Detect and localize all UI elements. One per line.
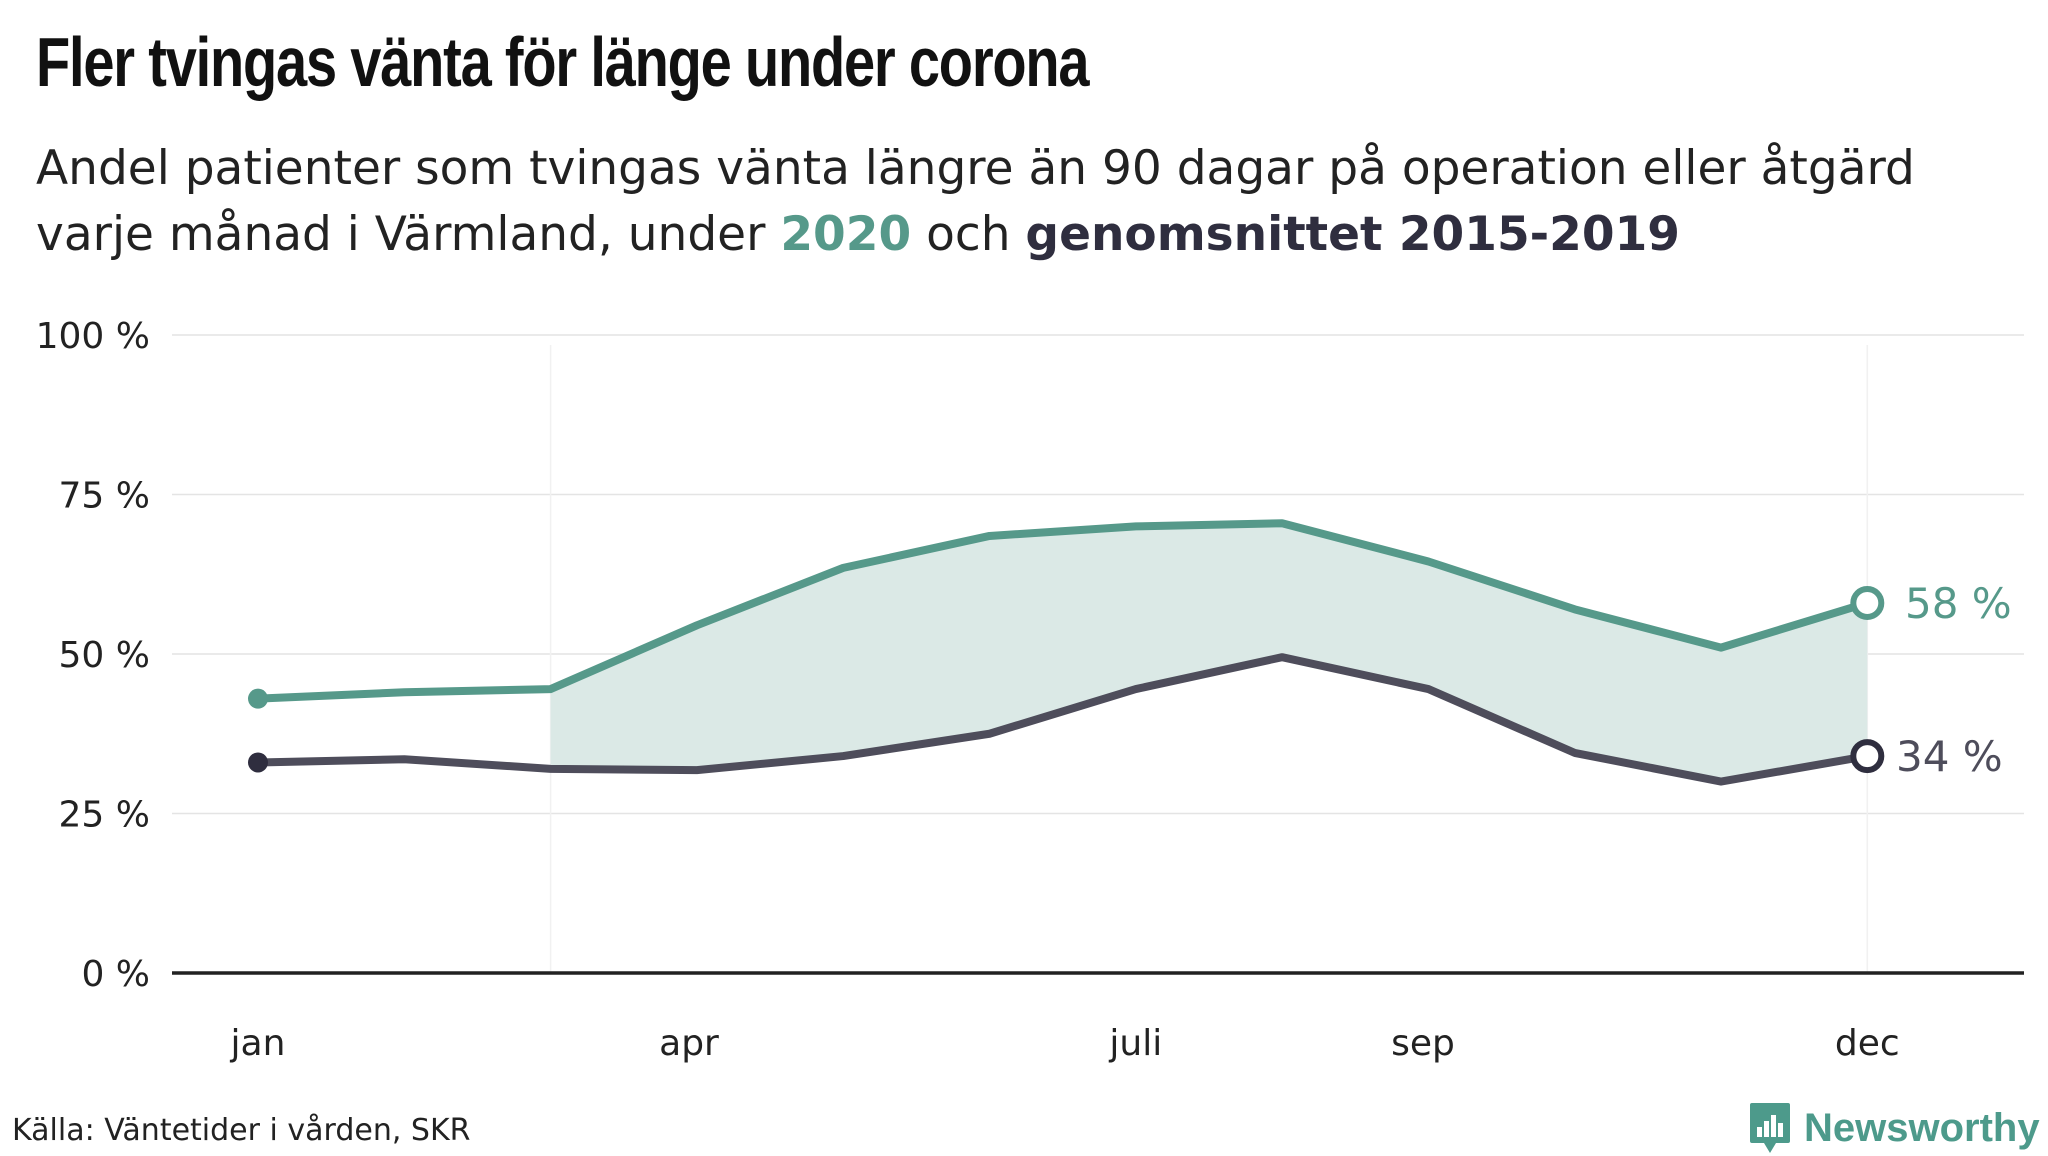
chart-title: Fler tvingas vänta för länge under coron… — [36, 23, 1090, 101]
x-tick-label: jan — [230, 1023, 286, 1064]
series-2020-start-point — [248, 688, 268, 709]
y-tick-label: 100 % — [36, 316, 150, 357]
newsworthy-logo-icon — [1750, 1103, 1790, 1153]
y-tick-label: 50 % — [59, 635, 150, 676]
subtitle-connector: och — [911, 207, 1026, 262]
chart-subtitle: Andel patienter som tvingas vänta längre… — [36, 136, 2026, 268]
source-note: Källa: Väntetider i vården, SKR — [12, 1113, 471, 1148]
series-average-end-point — [1850, 739, 1885, 774]
subtitle-2020-highlight: 2020 — [780, 207, 912, 262]
brand-logo: Newsworthy — [1748, 1100, 2040, 1156]
series-average-end-label: 34 % — [1896, 732, 2003, 781]
y-tick-label: 75 % — [59, 476, 150, 517]
x-tick-label: dec — [1835, 1023, 1900, 1064]
subtitle-text: Andel patienter som tvingas vänta längre… — [36, 141, 1915, 262]
series-2020-end-label: 58 % — [1905, 579, 2012, 628]
difference-band — [550, 523, 1868, 782]
brand-name: Newsworthy — [1804, 1105, 2040, 1150]
subtitle-average-highlight: genomsnittet 2015-2019 — [1025, 207, 1680, 262]
series-2020-line — [254, 519, 1872, 703]
x-tick-label: sep — [1391, 1023, 1455, 1064]
series-2020-end-point — [1850, 585, 1885, 620]
y-tick-label: 0 % — [81, 954, 150, 995]
y-tick-label: 25 % — [59, 795, 150, 836]
x-tick-label: juli — [1108, 1023, 1162, 1064]
series-average-line — [254, 653, 1872, 786]
series-average-start-point — [248, 752, 268, 773]
x-tick-label: apr — [659, 1023, 719, 1064]
